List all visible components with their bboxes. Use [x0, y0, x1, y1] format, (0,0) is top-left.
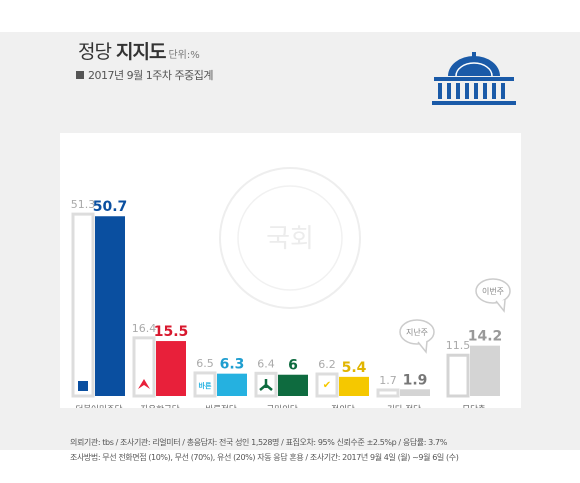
bullet-square-icon — [76, 71, 84, 79]
value-label-previous-5: 1.7 — [379, 374, 397, 387]
bar-previous-4 — [315, 372, 339, 398]
subtitle-text: 2017년 9월 1주차 주중집계 — [88, 69, 213, 82]
previous-week-bubble-text: 지난주 — [406, 328, 428, 337]
chart-title: 정당 지지도 단위:% — [78, 37, 200, 64]
value-label-current-5: 1.9 — [403, 372, 428, 388]
value-label-current-0: 50.7 — [93, 199, 128, 215]
value-label-previous-1: 16.4 — [132, 322, 157, 335]
category-label-5: 기타 정당 — [387, 404, 421, 408]
bar-chart: 국회 51.350.7 더불어민주당 16.415.5 자유한국당 6.5 6.3 바른정당 바… — [71, 167, 511, 408]
watermark-seal-ring — [219, 167, 361, 309]
category-label-0: 더불어민주당 — [76, 404, 123, 408]
bar-current-5 — [400, 389, 430, 396]
watermark-seal-inner-ring — [237, 185, 343, 291]
party-logo-icon-0 — [78, 381, 88, 391]
value-label-previous-4: 6.2 — [318, 358, 336, 371]
category-label-6: 무당층 — [462, 404, 486, 408]
category-label-1: 자유한국당 — [140, 404, 179, 408]
current-week-bubble-text: 이번주 — [482, 286, 504, 296]
value-label-current-4: 5.4 — [342, 360, 367, 376]
value-label-current-2: 6.3 — [220, 357, 245, 373]
value-label-previous-2: 6.5 — [196, 357, 214, 370]
current-week-bubble — [475, 278, 511, 304]
bar-previous-5 — [376, 388, 400, 398]
current-week-bubble-tail — [495, 299, 506, 313]
value-label-current-3: 6 — [288, 358, 298, 374]
bar-previous-0 — [71, 212, 95, 398]
bar-current-1 — [156, 341, 186, 396]
bar-current-2 — [217, 373, 247, 396]
bar-previous-1 — [132, 336, 156, 398]
category-label-4: 정의당 — [331, 404, 355, 408]
party-logo-icon-1 — [138, 379, 150, 389]
bar-previous-2 — [193, 371, 217, 398]
watermark-text: 국회 — [266, 224, 314, 254]
chart-subtitle: 2017년 9월 1주차 주중집계 — [76, 67, 213, 83]
previous-week-bubble — [399, 319, 435, 345]
survey-info-line-2: 조사방법: 무선 전화면접 (10%), 무선 (70%), 유선 (20%) … — [70, 453, 459, 462]
previous-week-bubble-tail — [417, 340, 428, 354]
title-prefix: 정당 — [78, 41, 112, 63]
value-label-current-6: 14.2 — [468, 329, 503, 345]
unit-label: 단위:% — [168, 50, 200, 61]
category-label-2: 바른정당 — [205, 404, 236, 408]
category-label-3: 국민의당 — [266, 404, 297, 408]
value-label-previous-0: 51.3 — [71, 198, 96, 211]
value-label-current-1: 15.5 — [154, 324, 189, 340]
survey-info-line-1: 의뢰기관: tbs / 조사기관: 리얼미터 / 총응답자: 전국 성인 1,5… — [70, 438, 447, 447]
bar-current-4 — [339, 376, 369, 396]
bar-previous-6 — [446, 353, 470, 398]
title-main: 지지도 — [116, 41, 166, 63]
party-logo-icon-2: 바른 — [199, 381, 212, 390]
national-assembly-icon — [432, 52, 516, 105]
bar-current-0 — [95, 216, 125, 396]
bar-current-6 — [470, 345, 500, 396]
value-label-previous-3: 6.4 — [257, 357, 275, 370]
bar-current-3 — [278, 374, 308, 396]
party-logo-icon-3 — [259, 379, 273, 391]
party-logo-icon-4: ✔ — [323, 380, 331, 391]
value-label-previous-6: 11.5 — [446, 339, 471, 352]
